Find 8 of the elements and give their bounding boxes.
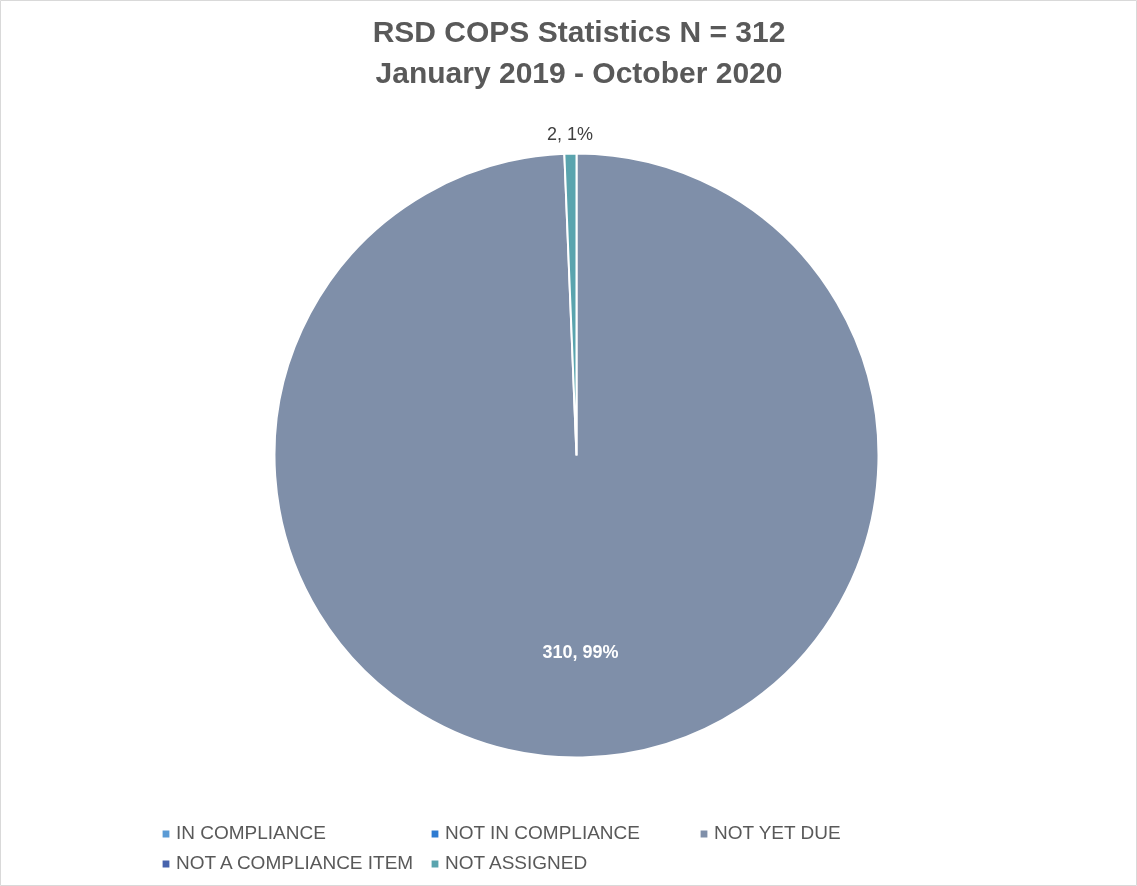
legend-label: IN COMPLIANCE xyxy=(176,822,327,844)
chart-title: RSD COPS Statistics N = 312 January 2019 - October 2020 xyxy=(372,14,786,89)
legend-label: NOT ASSIGNED xyxy=(445,852,589,874)
legend-label: NOT YET DUE xyxy=(714,822,842,844)
data-label: 310, 99% xyxy=(542,641,619,662)
legend-label: NOT IN COMPLIANCE xyxy=(445,822,641,844)
legend-label: NOT A COMPLIANCE ITEM xyxy=(176,852,415,874)
data-label: 2, 1% xyxy=(547,123,594,144)
